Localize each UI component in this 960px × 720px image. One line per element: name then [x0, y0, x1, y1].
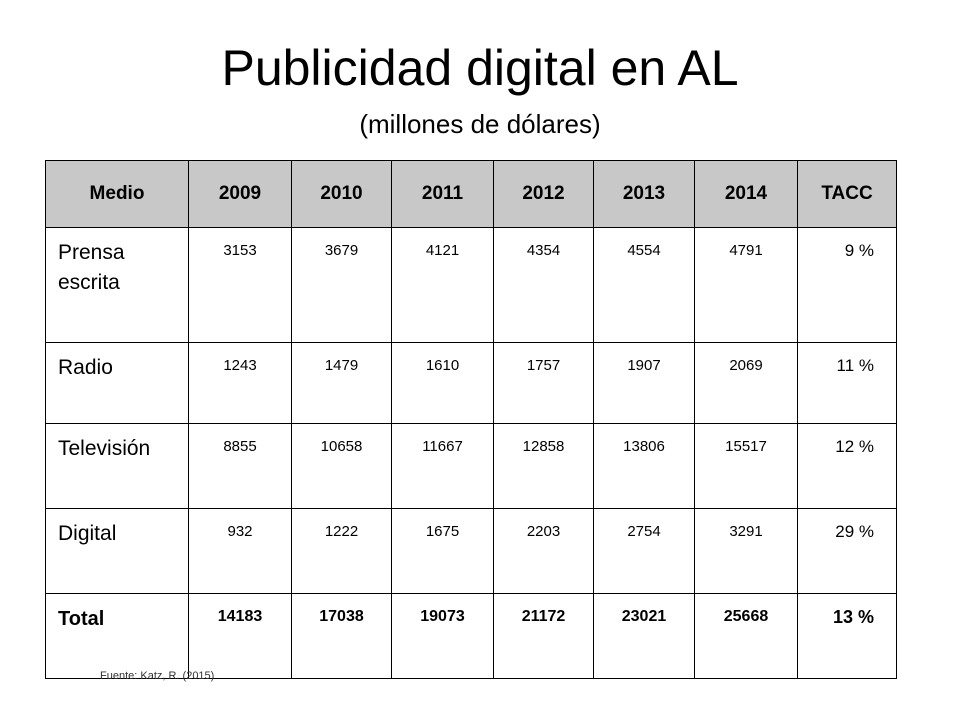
header-2009: 2009 [188, 160, 292, 228]
cell-value: 2754 [593, 508, 695, 594]
cell-value: 4791 [694, 227, 798, 343]
table-row: Digital 932 1222 1675 2203 2754 3291 29 … [45, 508, 897, 594]
cell-value: 1907 [593, 342, 695, 424]
cell-value: 1222 [291, 508, 392, 594]
cell-value: 1675 [391, 508, 494, 594]
cell-value: 25668 [694, 593, 798, 679]
cell-value: 2069 [694, 342, 798, 424]
cell-value: 11667 [391, 423, 494, 509]
cell-value: 4554 [593, 227, 695, 343]
row-label: Total [45, 593, 189, 679]
source-note: Fuente: Katz, R. (2015) [100, 670, 215, 682]
slide-title: Publicidad digital en AL [221, 40, 739, 96]
cell-value: 4121 [391, 227, 494, 343]
cell-value: 3679 [291, 227, 392, 343]
cell-tacc: 13 % [797, 593, 897, 679]
header-2010: 2010 [291, 160, 392, 228]
table-row: Televisión 8855 10658 11667 12858 13806 … [45, 423, 897, 509]
cell-value: 14183 [188, 593, 292, 679]
row-label: Digital [45, 508, 189, 594]
header-2014: 2014 [694, 160, 798, 228]
slide-subtitle: (millones de dólares) [359, 109, 601, 139]
table-row-total: Total 14183 17038 19073 21172 23021 2566… [45, 593, 897, 679]
cell-value: 19073 [391, 593, 494, 679]
data-table: Medio 2009 2010 2011 2012 2013 2014 TACC… [45, 160, 897, 679]
cell-value: 1757 [493, 342, 594, 424]
table-row: Prensa escrita 3153 3679 4121 4354 4554 … [45, 227, 897, 343]
cell-value: 3291 [694, 508, 798, 594]
header-row: Medio 2009 2010 2011 2012 2013 2014 TACC [45, 160, 897, 228]
cell-value: 1610 [391, 342, 494, 424]
cell-value: 15517 [694, 423, 798, 509]
header-2012: 2012 [493, 160, 594, 228]
cell-value: 3153 [188, 227, 292, 343]
cell-value: 8855 [188, 423, 292, 509]
cell-tacc: 11 % [797, 342, 897, 424]
cell-value: 12858 [493, 423, 594, 509]
row-label: Radio [45, 342, 189, 424]
cell-value: 932 [188, 508, 292, 594]
header-medio: Medio [45, 160, 189, 228]
row-label: Televisión [45, 423, 189, 509]
table-row: Radio 1243 1479 1610 1757 1907 2069 11 % [45, 342, 897, 424]
cell-value: 17038 [291, 593, 392, 679]
header-2013: 2013 [593, 160, 695, 228]
cell-value: 21172 [493, 593, 594, 679]
cell-tacc: 9 % [797, 227, 897, 343]
row-label: Prensa escrita [45, 227, 189, 343]
cell-value: 1479 [291, 342, 392, 424]
cell-value: 2203 [493, 508, 594, 594]
cell-value: 10658 [291, 423, 392, 509]
header-tacc: TACC [797, 160, 897, 228]
cell-tacc: 29 % [797, 508, 897, 594]
cell-value: 13806 [593, 423, 695, 509]
cell-value: 4354 [493, 227, 594, 343]
cell-value: 1243 [188, 342, 292, 424]
header-2011: 2011 [391, 160, 494, 228]
cell-tacc: 12 % [797, 423, 897, 509]
cell-value: 23021 [593, 593, 695, 679]
